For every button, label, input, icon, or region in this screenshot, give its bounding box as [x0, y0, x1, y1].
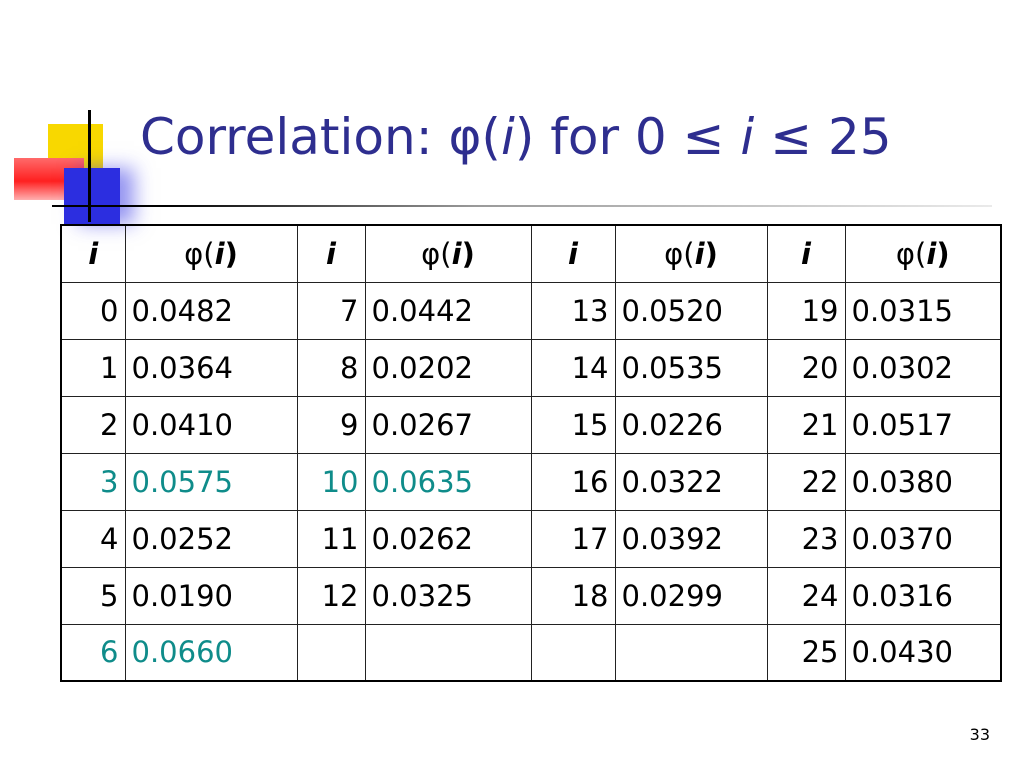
header-phi-4: φ(i): [844, 224, 1002, 283]
table-row: 4 0.0252 11 0.0262 17 0.0392 23 0.0370: [60, 509, 1002, 568]
page-number: 33: [969, 725, 990, 744]
cell-index: 19: [766, 281, 846, 340]
correlation-table: i φ(i) i φ(i) i φ(i) i φ(i) 0 0.0482 7 0.0442 13 0.0…: [60, 224, 1002, 682]
header-phi-close: ): [936, 236, 950, 271]
cell-index: 16: [530, 452, 616, 511]
cell-correlation: 0.0430: [844, 623, 1002, 682]
table-row: 3 0.0575 10 0.0635 16 0.0322 22 0.0380: [60, 452, 1002, 511]
header-i-4: i: [766, 224, 846, 283]
title-phi: φ(: [448, 108, 501, 166]
table-row: 5 0.0190 12 0.0325 18 0.0299 24 0.0316: [60, 566, 1002, 625]
cell-correlation: 0.0442: [364, 281, 532, 340]
header-phi-symbol: φ(: [664, 236, 695, 271]
header-phi-close: ): [704, 236, 718, 271]
cell-index: [530, 623, 616, 682]
cell-index: 20: [766, 338, 846, 397]
header-phi-symbol: φ(: [895, 236, 927, 271]
title-prefix: Correlation:: [140, 108, 449, 166]
cell-index: 22: [766, 452, 846, 511]
header-phi-close: ): [461, 236, 475, 271]
cell-index: 0: [60, 281, 126, 340]
slide-title: Correlation: φ(i) for 0 ≤ i ≤ 25: [140, 112, 892, 162]
cell-correlation: 0.0392: [614, 509, 768, 568]
header-phi-close: ): [224, 236, 238, 271]
header-phi-i: i: [214, 236, 225, 271]
title-i2: i: [740, 108, 755, 166]
cell-index: 11: [296, 509, 366, 568]
header-phi-i: i: [926, 236, 937, 271]
cell-correlation: 0.0520: [614, 281, 768, 340]
cell-index: 9: [296, 395, 366, 454]
cell-correlation: 0.0202: [364, 338, 532, 397]
cell-index: 2: [60, 395, 126, 454]
header-i-3: i: [530, 224, 616, 283]
table-row: 1 0.0364 8 0.0202 14 0.0535 20 0.0302: [60, 338, 1002, 397]
header-phi-2: φ(i): [364, 224, 532, 283]
header-row: i φ(i) i φ(i) i φ(i) i φ(i): [60, 224, 1002, 283]
header-phi-symbol: φ(: [184, 236, 215, 271]
cell-index: 13: [530, 281, 616, 340]
cell-correlation: 0.0267: [364, 395, 532, 454]
cell-index: 17: [530, 509, 616, 568]
cell-correlation: 0.0325: [364, 566, 532, 625]
cell-correlation: 0.0635: [364, 452, 532, 511]
cell-index: 12: [296, 566, 366, 625]
cell-index: [296, 623, 366, 682]
cell-index: 14: [530, 338, 616, 397]
cell-correlation: 0.0299: [614, 566, 768, 625]
title-mid: ) for 0 ≤: [514, 108, 741, 166]
cell-correlation: 0.0535: [614, 338, 768, 397]
cell-correlation: 0.0364: [124, 338, 298, 397]
title-underline: [52, 205, 992, 207]
header-i-2: i: [296, 224, 366, 283]
cell-index: 18: [530, 566, 616, 625]
cell-correlation: 0.0315: [844, 281, 1002, 340]
cell-index: 15: [530, 395, 616, 454]
cell-correlation: 0.0322: [614, 452, 768, 511]
table-row: 6 0.0660 25 0.0430: [60, 623, 1002, 682]
cell-correlation: 0.0262: [364, 509, 532, 568]
cell-index: 6: [60, 623, 126, 682]
table-row: 0 0.0482 7 0.0442 13 0.0520 19 0.0315: [60, 281, 1002, 340]
table-row: 2 0.0410 9 0.0267 15 0.0226 21 0.0517: [60, 395, 1002, 454]
cell-correlation: 0.0380: [844, 452, 1002, 511]
header-phi-i: i: [694, 236, 705, 271]
header-phi-3: φ(i): [614, 224, 768, 283]
title-suffix: ≤ 25: [754, 108, 892, 166]
header-phi-symbol: φ(: [421, 236, 452, 271]
cell-correlation: 0.0660: [124, 623, 298, 682]
cell-correlation: [614, 623, 768, 682]
cell-correlation: 0.0302: [844, 338, 1002, 397]
cell-correlation: 0.0190: [124, 566, 298, 625]
cell-correlation: 0.0226: [614, 395, 768, 454]
cell-correlation: 0.0252: [124, 509, 298, 568]
cell-correlation: 0.0370: [844, 509, 1002, 568]
cell-correlation: 0.0575: [124, 452, 298, 511]
cell-index: 7: [296, 281, 366, 340]
header-phi-i: i: [451, 236, 462, 271]
cell-correlation: [364, 623, 532, 682]
cell-correlation: 0.0410: [124, 395, 298, 454]
cell-correlation: 0.0316: [844, 566, 1002, 625]
header-phi-1: φ(i): [124, 224, 298, 283]
header-i-1: i: [60, 224, 126, 283]
cell-index: 4: [60, 509, 126, 568]
logo-blue-square: [64, 168, 120, 224]
cell-index: 3: [60, 452, 126, 511]
title-i: i: [500, 108, 515, 166]
table-body: 0 0.0482 7 0.0442 13 0.0520 19 0.0315 1 0.0364 8 0.…: [60, 281, 1002, 682]
cell-index: 8: [296, 338, 366, 397]
cell-correlation: 0.0517: [844, 395, 1002, 454]
cell-index: 5: [60, 566, 126, 625]
cell-index: 25: [766, 623, 846, 682]
cell-index: 23: [766, 509, 846, 568]
cell-index: 21: [766, 395, 846, 454]
cell-index: 10: [296, 452, 366, 511]
cell-index: 24: [766, 566, 846, 625]
cell-index: 1: [60, 338, 126, 397]
logo-vertical-line: [88, 110, 91, 222]
cell-correlation: 0.0482: [124, 281, 298, 340]
